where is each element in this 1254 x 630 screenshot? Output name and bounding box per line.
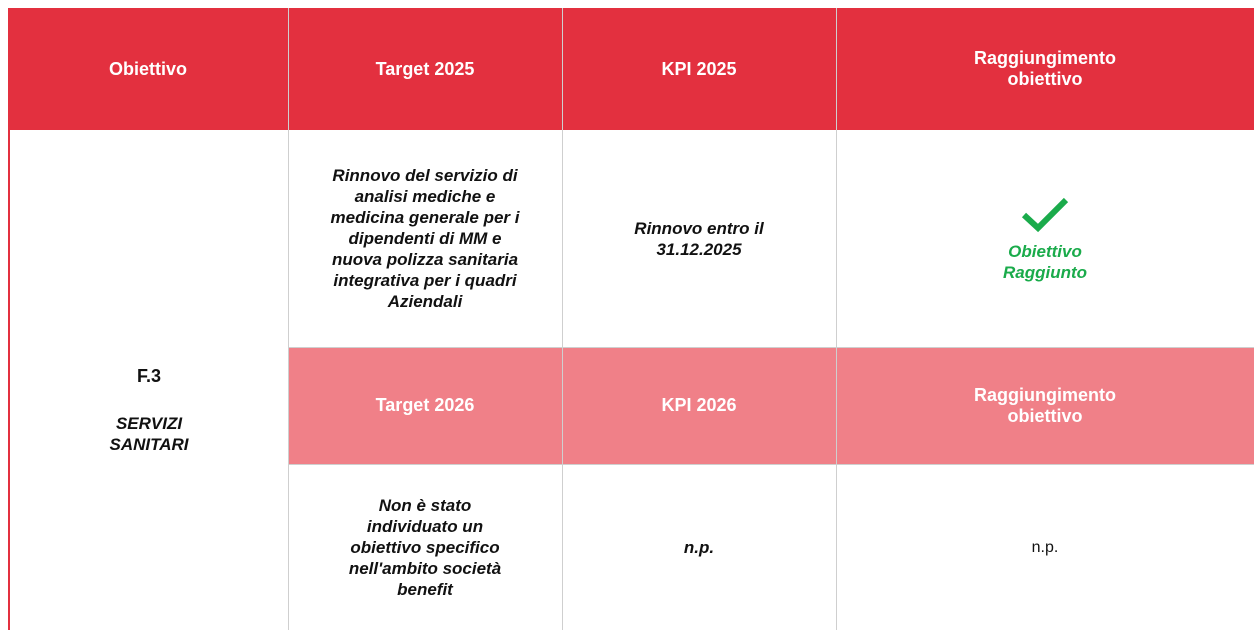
objective-cell: F.3 SERVIZI SANITARI [10, 130, 288, 630]
divider [836, 8, 837, 630]
objective-code: F.3 [136, 365, 161, 386]
cell: Rinnovo entro il 31.12.2025 [562, 130, 836, 347]
subheader-text: KPI 2026 [661, 395, 737, 415]
subheader-text: Raggiungimento obiettivo [974, 384, 1116, 426]
subheader-text: Target 2026 [375, 395, 475, 415]
header-cell: Obiettivo [8, 8, 288, 130]
left-border [8, 130, 10, 630]
cell-text: n.p. [683, 537, 715, 557]
cell: n.p. [836, 464, 1254, 630]
header-text: Obiettivo [108, 58, 187, 79]
divider [288, 347, 1254, 348]
header-cell: Raggiungimento obiettivo [836, 8, 1254, 130]
status-text: Obiettivo Raggiunto [1002, 241, 1088, 282]
divider [288, 464, 1254, 465]
check-icon [1021, 197, 1069, 232]
objective-name: SERVIZI SANITARI [109, 413, 189, 454]
divider [288, 8, 289, 630]
header-cell: Target 2025 [288, 8, 562, 130]
subheader-cell: Target 2026 [288, 347, 562, 464]
cell: Rinnovo del servizio di analisi mediche … [288, 130, 562, 347]
subheader-cell: KPI 2026 [562, 347, 836, 464]
cell: Obiettivo Raggiunto [836, 130, 1254, 347]
header-text: Raggiungimento obiettivo [974, 48, 1116, 89]
header-text: KPI 2025 [661, 58, 737, 79]
cell-text: Non è stato individuato un obiettivo spe… [348, 495, 502, 599]
divider [562, 8, 563, 630]
cell-text: Rinnovo entro il 31.12.2025 [634, 218, 764, 259]
cell: n.p. [562, 464, 836, 630]
subheader-cell: Raggiungimento obiettivo [836, 347, 1254, 464]
header-cell: KPI 2025 [562, 8, 836, 130]
cell-text: Rinnovo del servizio di analisi mediche … [330, 166, 520, 311]
cell-text: n.p. [1031, 538, 1059, 556]
cell: Non è stato individuato un obiettivo spe… [288, 464, 562, 630]
header-text: Target 2025 [375, 58, 475, 79]
